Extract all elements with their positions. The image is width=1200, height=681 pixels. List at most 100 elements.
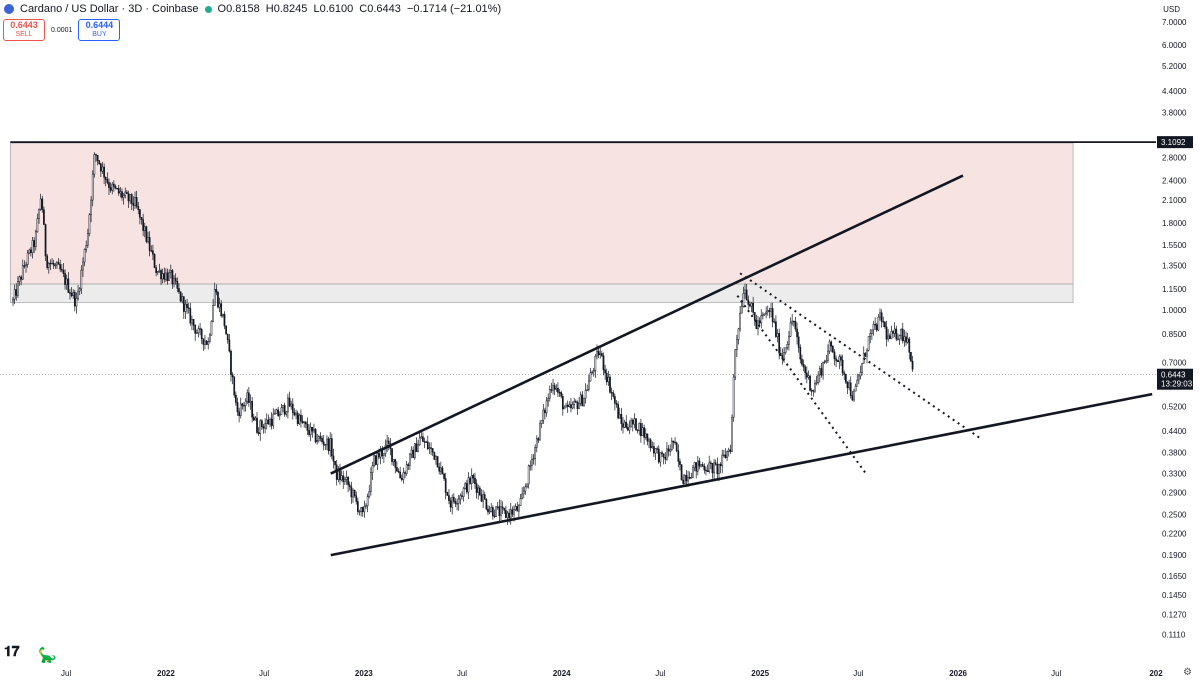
candle [409, 453, 411, 466]
candle [532, 458, 535, 460]
candle [872, 323, 875, 331]
candle [496, 506, 499, 508]
candle [262, 426, 265, 429]
candle [736, 339, 738, 350]
candle [884, 321, 886, 328]
candle [155, 267, 158, 273]
candle [72, 291, 75, 296]
buy-label: BUY [92, 31, 107, 38]
y-tick-label: 0.3300 [1162, 470, 1187, 479]
candle [343, 479, 346, 483]
y-tick-label: 1.1500 [1162, 285, 1187, 294]
candle [631, 420, 634, 425]
candle [783, 352, 785, 360]
y-tick-label: 7.0000 [1162, 18, 1187, 27]
candle [792, 320, 795, 323]
candle [705, 469, 707, 472]
candle [784, 347, 787, 353]
current-price-label: 0.6443 [1161, 371, 1186, 380]
candle [378, 453, 380, 458]
x-tick-label: 2026 [949, 669, 967, 678]
buy-button[interactable]: 0.6444 BUY [78, 19, 121, 41]
candle [698, 460, 701, 467]
y-tick-label: 0.2500 [1162, 511, 1187, 520]
candle [605, 372, 608, 383]
x-tick-label: 2022 [157, 669, 175, 678]
candle [841, 359, 844, 374]
candle [490, 507, 493, 512]
candle [127, 193, 130, 202]
candle [21, 265, 24, 280]
candle [911, 360, 914, 370]
candle [399, 471, 402, 479]
change-value: −0.1714 (−21.01%) [406, 3, 502, 15]
candle [69, 292, 71, 294]
candles [12, 152, 914, 525]
candle [506, 512, 509, 518]
candle [121, 191, 123, 198]
candle [410, 449, 413, 455]
candle [357, 501, 359, 512]
candle [763, 313, 766, 316]
candle [521, 493, 524, 499]
candle [519, 498, 522, 506]
settings-gear-icon[interactable]: ⚙ [1183, 667, 1192, 678]
candle [664, 457, 667, 460]
candle [67, 278, 70, 293]
candle [656, 448, 659, 450]
countdown-label: 13:29:03 [1161, 380, 1193, 389]
candle [228, 339, 231, 352]
candle [560, 392, 563, 397]
candle [165, 272, 167, 280]
candle [470, 475, 473, 484]
candle [630, 420, 632, 428]
candle [306, 423, 309, 431]
candle [308, 430, 310, 435]
candle [195, 332, 198, 334]
candle [511, 509, 514, 515]
candle [189, 308, 192, 324]
candle [428, 447, 431, 450]
candle [540, 420, 543, 424]
currency-selector[interactable]: USD [1163, 5, 1180, 14]
candle [851, 395, 854, 401]
chart-header: Cardano / US Dollar · 3D · Coinbase O0.8… [4, 3, 504, 15]
candle [249, 401, 252, 403]
candle [833, 351, 836, 360]
candle [243, 405, 245, 407]
candle [648, 439, 650, 442]
candle [39, 198, 42, 210]
candle [400, 477, 403, 480]
candle [796, 328, 798, 338]
candle [495, 506, 497, 517]
candle [47, 262, 50, 268]
candle [617, 404, 619, 419]
tradingview-logo-icon[interactable]: 𝟏𝟕 [4, 644, 20, 660]
candle [348, 484, 351, 488]
candle [544, 409, 546, 414]
candle [640, 423, 642, 437]
candle [322, 441, 325, 446]
candle [822, 361, 824, 376]
candle [818, 368, 821, 376]
candle [215, 289, 218, 293]
candle [117, 188, 120, 194]
candle [290, 403, 293, 407]
candle [651, 446, 654, 449]
candle [888, 335, 891, 340]
candle [404, 472, 406, 474]
candle [708, 462, 711, 472]
candle [435, 456, 437, 460]
candle [610, 391, 613, 394]
candle [817, 374, 820, 383]
candle [649, 439, 652, 449]
sell-button[interactable]: 0.6443 SELL [3, 19, 45, 41]
candle [531, 459, 533, 466]
candle [321, 438, 323, 442]
symbol-title[interactable]: Cardano / US Dollar · 3D · Coinbase [20, 3, 199, 15]
candle [849, 382, 852, 397]
candle [184, 303, 187, 312]
candle [31, 240, 34, 254]
candle [287, 397, 289, 413]
